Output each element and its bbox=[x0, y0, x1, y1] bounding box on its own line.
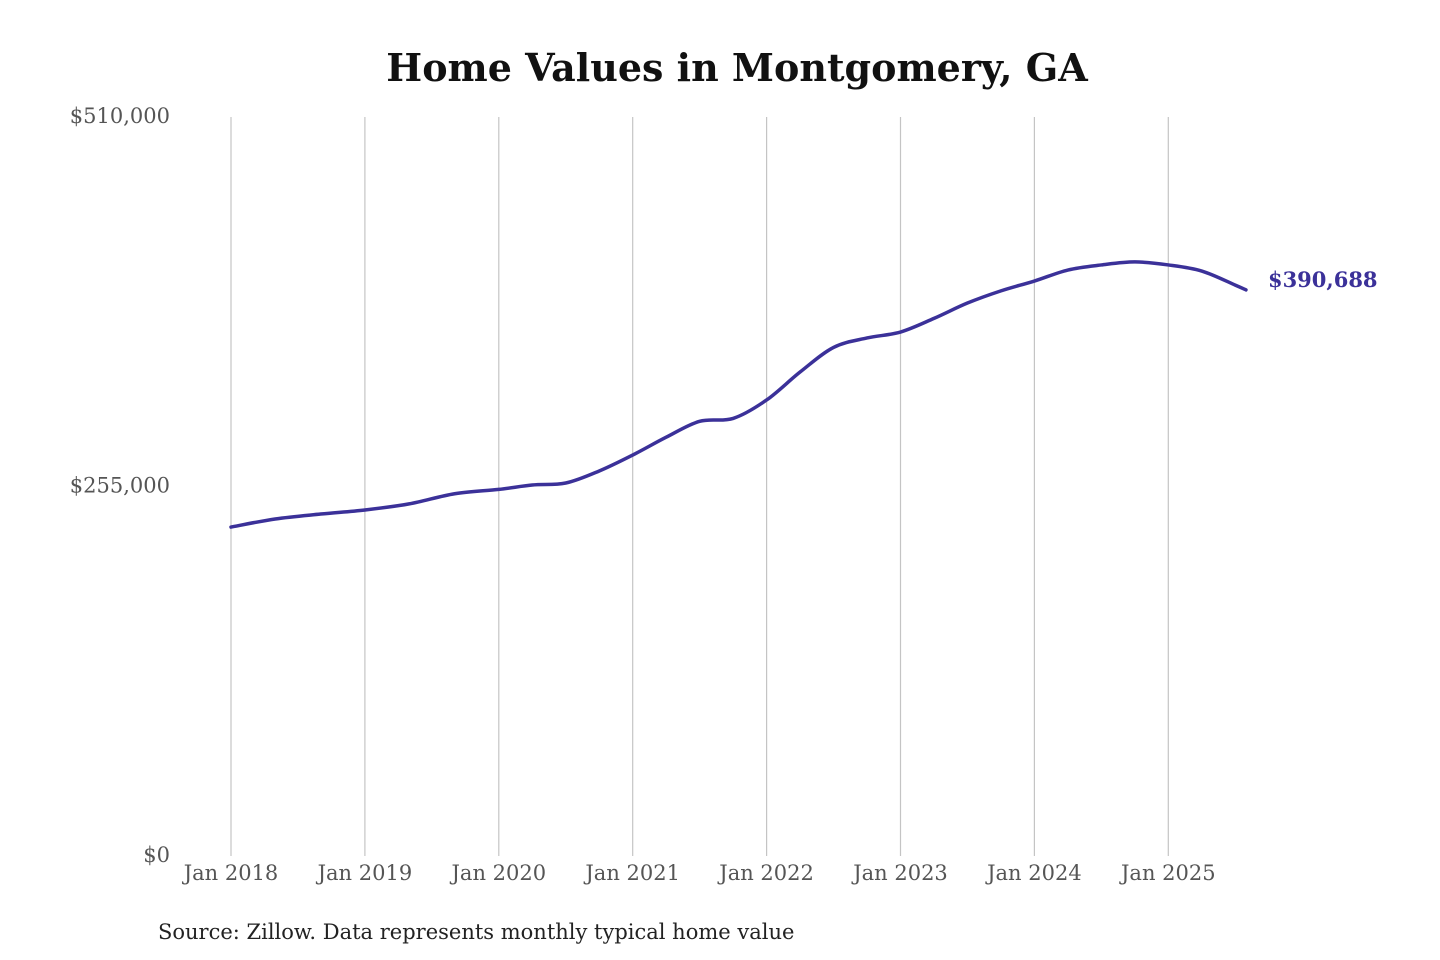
y-axis: $510,000 $255,000 $0 bbox=[70, 104, 170, 867]
x-tick-label: Jan 2019 bbox=[316, 861, 413, 885]
y-tick-label: $255,000 bbox=[70, 474, 170, 498]
x-tick-label: Jan 2023 bbox=[851, 861, 948, 885]
gridlines bbox=[230, 117, 1169, 856]
x-tick-label: Jan 2021 bbox=[583, 861, 680, 885]
x-tick-label: Jan 2024 bbox=[985, 861, 1082, 885]
x-tick-label: Jan 2025 bbox=[1119, 861, 1216, 885]
y-tick-label: $510,000 bbox=[70, 104, 170, 128]
chart-title: Home Values in Montgomery, GA bbox=[386, 45, 1088, 90]
series-line bbox=[229, 260, 1248, 529]
x-tick-label: Jan 2022 bbox=[717, 861, 814, 885]
y-tick-label: $0 bbox=[143, 843, 170, 867]
end-value-label: $390,688 bbox=[1268, 267, 1378, 292]
x-axis: Jan 2018 Jan 2019 Jan 2020 Jan 2021 Jan 2022… bbox=[182, 861, 1216, 885]
x-tick-label: Jan 2020 bbox=[450, 861, 547, 885]
source-note: Source: Zillow. Data represents monthly … bbox=[158, 920, 794, 944]
x-tick-label: Jan 2018 bbox=[182, 861, 279, 885]
